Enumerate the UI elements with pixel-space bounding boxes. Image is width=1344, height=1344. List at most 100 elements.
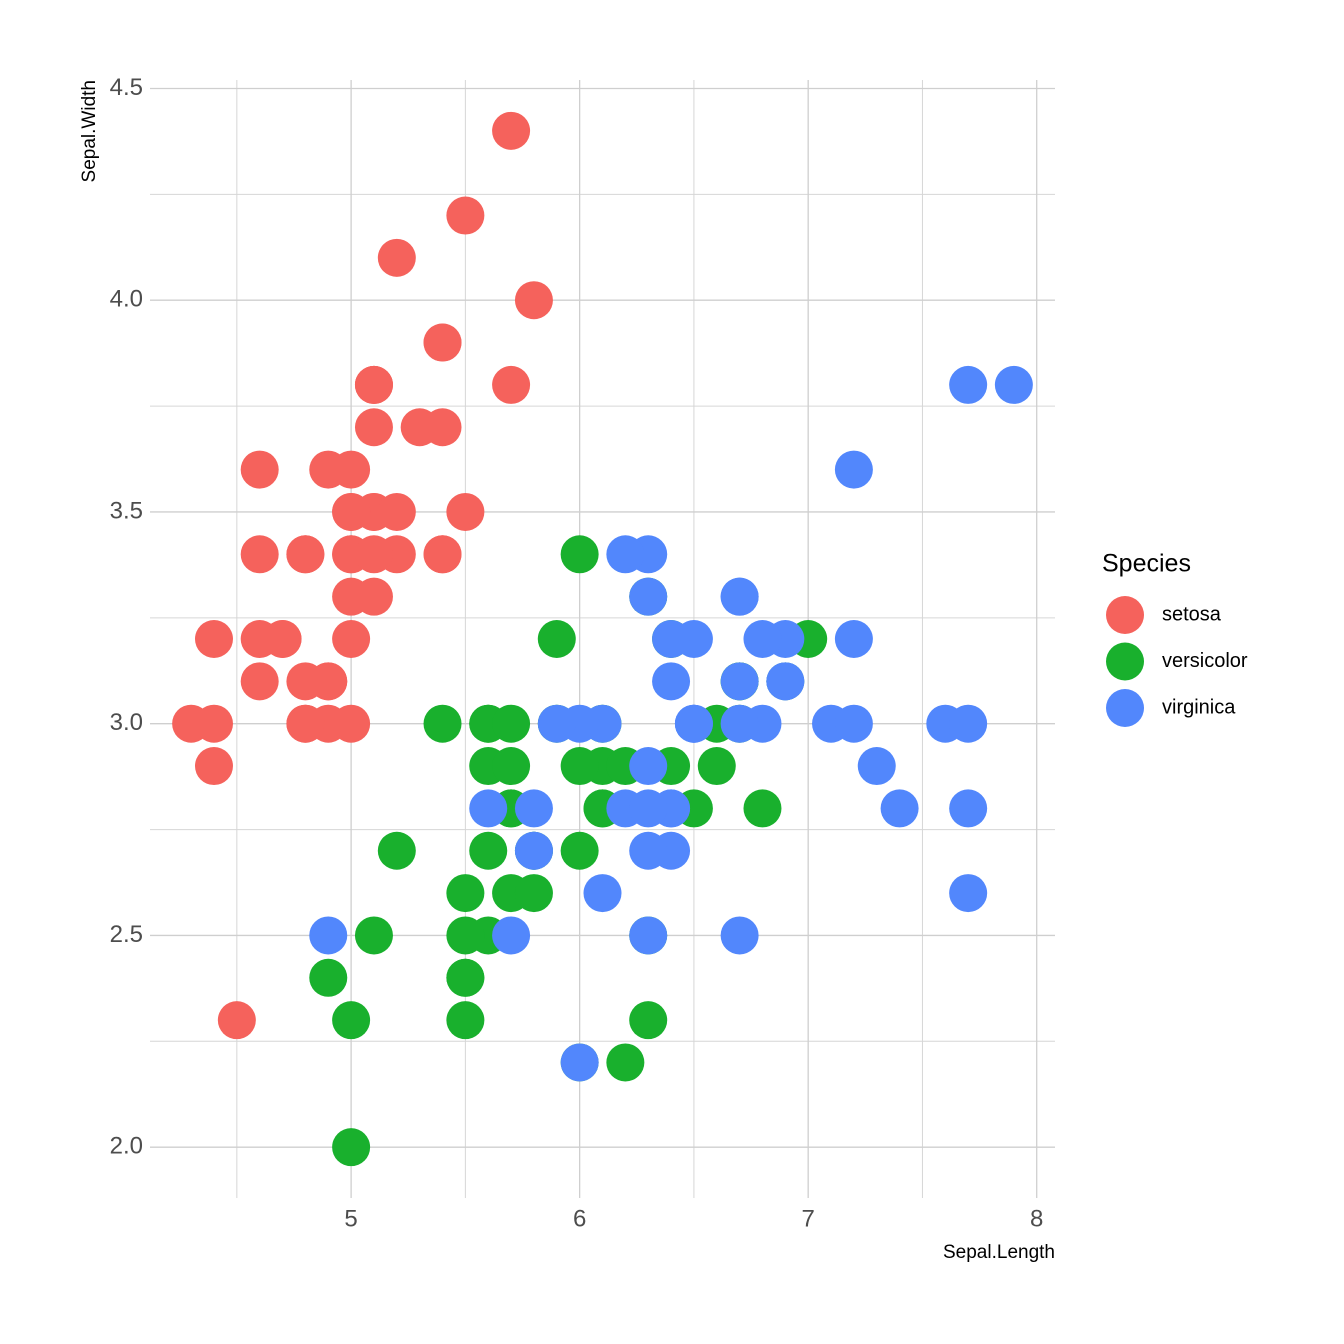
- point: [423, 323, 462, 362]
- point: [377, 492, 416, 531]
- point: [194, 620, 233, 658]
- y-tick-label: 2.0: [110, 1133, 143, 1160]
- point: [469, 831, 508, 870]
- point: [629, 1001, 668, 1040]
- point: [446, 958, 485, 997]
- point: [857, 747, 896, 786]
- point: [354, 365, 393, 404]
- point: [720, 662, 759, 701]
- point: [606, 1043, 645, 1082]
- point: [469, 789, 508, 828]
- point: [309, 916, 348, 955]
- point: [537, 704, 576, 743]
- legend: setosa versicolor virginica: [1106, 596, 1248, 727]
- point: [240, 620, 279, 658]
- y-tick-label: 4.0: [110, 286, 143, 313]
- legend-label: setosa: [1162, 603, 1222, 625]
- point: [949, 704, 988, 743]
- point: [332, 577, 371, 616]
- point: [446, 492, 485, 531]
- y-tick-label: 4.5: [110, 74, 143, 101]
- point: [377, 831, 416, 870]
- point: [492, 916, 531, 955]
- point: [514, 281, 553, 320]
- point: [354, 916, 393, 955]
- point: [606, 535, 645, 574]
- point: [834, 620, 873, 658]
- point: [674, 704, 713, 743]
- point: [446, 196, 485, 235]
- point: [492, 111, 531, 150]
- point: [652, 620, 691, 658]
- point: [766, 662, 805, 701]
- point: [332, 1001, 371, 1040]
- x-tick-label: 5: [344, 1205, 357, 1232]
- point: [332, 1128, 371, 1167]
- point: [309, 958, 348, 997]
- point: [240, 450, 279, 489]
- legend-label: virginica: [1162, 696, 1236, 718]
- y-tick-label: 3.5: [110, 497, 143, 524]
- legend-key: [1106, 689, 1144, 727]
- point: [629, 831, 668, 870]
- point: [720, 704, 759, 743]
- point: [423, 535, 462, 574]
- x-tick-label: 7: [802, 1205, 815, 1232]
- point: [354, 408, 393, 447]
- point: [537, 620, 576, 658]
- point: [560, 1043, 599, 1082]
- point: [697, 747, 736, 786]
- point: [194, 704, 233, 743]
- legend-key: [1106, 596, 1144, 634]
- point: [834, 704, 873, 743]
- point: [446, 1001, 485, 1040]
- point: [743, 620, 782, 658]
- point: [629, 789, 668, 828]
- grid: [150, 80, 1055, 1198]
- point: [240, 662, 279, 701]
- point: [949, 874, 988, 913]
- point: [309, 450, 348, 489]
- point: [949, 789, 988, 828]
- point: [492, 747, 531, 786]
- x-tick-label: 6: [573, 1205, 586, 1232]
- point: [560, 535, 599, 574]
- point: [560, 747, 599, 786]
- point: [652, 662, 691, 701]
- point: [400, 408, 439, 447]
- point: [834, 450, 873, 489]
- point: [286, 535, 325, 574]
- point: [720, 577, 759, 616]
- point: [332, 620, 371, 658]
- point: [629, 747, 668, 786]
- x-axis-title: Sepal.Length: [943, 1242, 1055, 1263]
- point: [560, 831, 599, 870]
- point: [629, 577, 668, 616]
- point: [492, 704, 531, 743]
- point: [629, 916, 668, 955]
- point: [446, 874, 485, 913]
- y-axis-title: Sepal.Width: [79, 80, 100, 182]
- point: [994, 365, 1033, 404]
- point: [743, 789, 782, 828]
- point: [217, 1001, 256, 1040]
- point: [949, 365, 988, 404]
- point: [240, 535, 279, 574]
- legend-label: versicolor: [1162, 650, 1248, 672]
- point: [720, 916, 759, 955]
- point: [286, 704, 325, 743]
- point: [514, 874, 553, 913]
- points: [172, 111, 1033, 1167]
- point: [880, 789, 919, 828]
- x-tick-label: 8: [1030, 1205, 1043, 1232]
- point: [194, 747, 233, 786]
- point: [332, 704, 371, 743]
- point: [423, 704, 462, 743]
- point: [446, 916, 485, 955]
- point: [309, 662, 348, 701]
- point: [492, 365, 531, 404]
- point: [583, 874, 622, 913]
- y-tick-label: 2.5: [110, 921, 143, 948]
